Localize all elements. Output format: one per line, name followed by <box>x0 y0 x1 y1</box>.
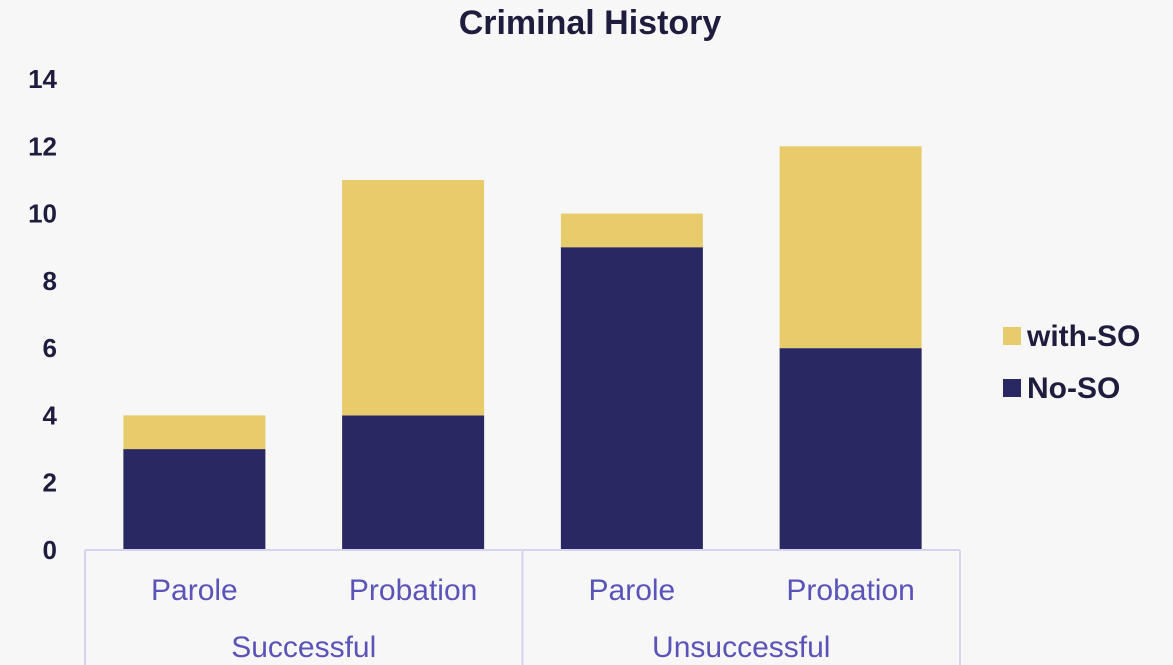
legend-swatch <box>1003 379 1021 397</box>
legend-label: with-SO <box>1026 320 1140 353</box>
y-axis-ticks: 0 2 4 6 8 10 12 14 <box>28 64 57 565</box>
bar-no-so <box>779 348 922 550</box>
bar-no-so <box>342 415 485 550</box>
y-tick-label: 12 <box>28 131 57 161</box>
y-tick-label: 14 <box>28 64 57 94</box>
x-group-label: Successful <box>231 631 376 664</box>
bar-no-so <box>560 247 703 550</box>
x-tick-label: Probation <box>349 574 477 607</box>
y-tick-label: 8 <box>43 266 57 296</box>
y-tick-label: 4 <box>43 400 58 430</box>
bar-with-so <box>779 146 922 349</box>
y-tick-label: 0 <box>43 535 57 565</box>
legend-swatch <box>1003 327 1021 345</box>
x-tick-label: Probation <box>786 574 914 607</box>
bars <box>123 146 922 550</box>
y-tick-label: 2 <box>43 468 57 498</box>
x-axis: Parole Probation Parole Probation Successful… <box>84 549 961 665</box>
bar-with-so <box>560 213 703 248</box>
legend-item: No-SO <box>1003 372 1120 405</box>
chart-title: Criminal History <box>459 4 722 42</box>
legend-label: No-SO <box>1027 372 1120 405</box>
y-tick-label: 10 <box>28 199 57 229</box>
bar-no-so <box>123 449 266 550</box>
bar-with-so <box>342 179 485 416</box>
legend-item: with-SO <box>1003 320 1140 353</box>
x-tick-label: Parole <box>151 574 238 607</box>
x-tick-label: Parole <box>589 574 676 607</box>
legend: with-SO No-SO <box>1003 320 1140 405</box>
bar-with-so <box>123 415 266 450</box>
x-group-label: Unsuccessful <box>652 631 830 664</box>
y-tick-label: 6 <box>43 333 57 363</box>
